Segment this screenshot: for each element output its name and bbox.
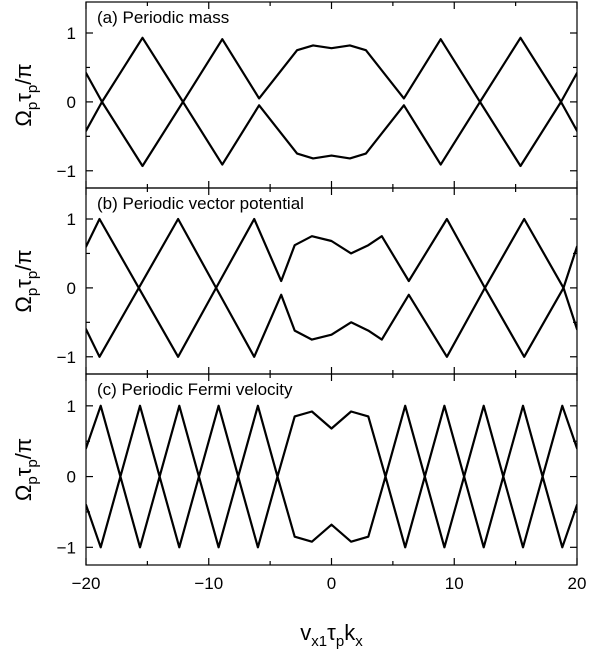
y-tick-label: −1	[57, 348, 76, 367]
y-tick-label: 1	[67, 210, 76, 229]
xlabel-sub: x	[355, 633, 363, 650]
xlabel-part: τ	[327, 620, 336, 645]
x-tick-label: −10	[194, 574, 223, 593]
y-tick-label: 0	[67, 468, 76, 487]
ylabel-sub: p	[24, 85, 41, 93]
series-line-2	[86, 286, 577, 358]
series-line-1	[86, 36, 577, 103]
ylabel-part: τ	[11, 93, 36, 102]
panel-title: (c) Periodic Fermi velocity	[97, 380, 293, 399]
y-tick-label: 1	[67, 397, 76, 416]
panel-1: −1 0 1 (a) Periodic mass Ωpτp/π	[11, 1, 578, 189]
y-tick-label: −1	[57, 538, 76, 557]
y-tick-label: 1	[67, 24, 76, 43]
xlabel-part: v	[300, 620, 311, 645]
series-line-2	[86, 100, 577, 168]
curves	[86, 36, 577, 168]
y-tick-label: 0	[67, 93, 76, 112]
ylabel-part: /π	[11, 63, 36, 84]
x-tick-label: 20	[568, 574, 587, 593]
plot-frame	[85, 373, 578, 566]
x-tick-label: −20	[72, 574, 101, 593]
y-axis-label: Ωpτp/π	[11, 249, 41, 312]
curves	[86, 404, 577, 549]
x-axis-label: vx1τpkx	[300, 620, 363, 650]
xlabel-sub: p	[336, 633, 344, 650]
ylabel-sub: p	[24, 459, 41, 467]
y-tick-label: −1	[57, 162, 76, 181]
panel-title: (a) Periodic mass	[97, 8, 229, 27]
panel-2: −1 0 1 (b) Periodic vector potential Ωpτp/π	[11, 187, 578, 375]
y-axis-label: Ωpτp/π	[11, 63, 41, 126]
series-line-1	[86, 217, 577, 289]
ylabel-part: /π	[11, 438, 36, 459]
xlabel-part: k	[344, 620, 356, 645]
xlabel-sub: x1	[311, 633, 327, 650]
y-axis-label: Ωpτp/π	[11, 438, 41, 501]
ylabel-part: Ω	[11, 296, 36, 312]
panel-title: (b) Periodic vector potential	[97, 194, 304, 213]
ylabel-part: Ω	[11, 110, 36, 126]
series-line-2	[86, 475, 577, 549]
ylabel-part: Ω	[11, 485, 36, 501]
series-line-1	[86, 404, 577, 478]
ylabel-sub: p	[24, 476, 41, 484]
ylabel-part: τ	[11, 467, 36, 476]
ylabel-part: τ	[11, 279, 36, 288]
x-tick-label: 0	[327, 574, 336, 593]
panel-3: −101−20 −10 0 10 20(c) Periodic Fermi veloci…	[11, 373, 587, 650]
y-tick-label: 0	[67, 279, 76, 298]
x-tick-label: 10	[445, 574, 464, 593]
curves	[86, 217, 577, 358]
ylabel-sub: p	[24, 288, 41, 296]
plot-frame	[85, 187, 578, 375]
ylabel-sub: p	[24, 271, 41, 279]
plot-frame	[85, 1, 578, 189]
ylabel-part: /π	[11, 249, 36, 270]
ylabel-sub: p	[24, 102, 41, 110]
